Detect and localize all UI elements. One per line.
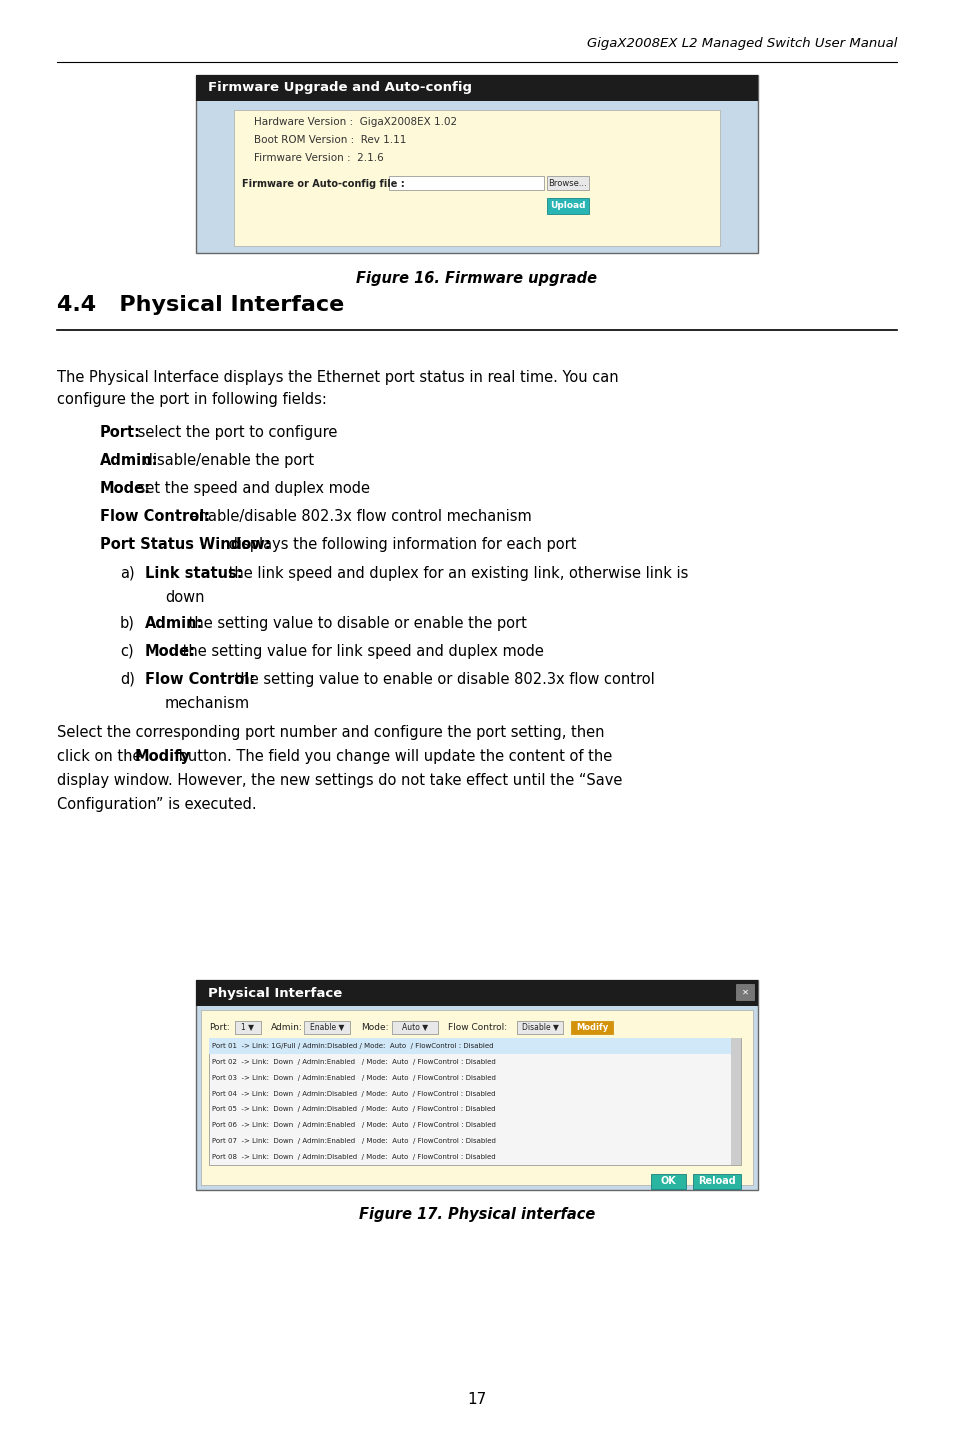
Bar	[571, 1021, 613, 1034]
Text: ✕: ✕	[740, 988, 748, 997]
Text: down: down	[165, 590, 204, 604]
Text: OK: OK	[659, 1176, 675, 1186]
Text: Port 03  -> Link:  Down  / Admin:Enabled   / Mode:  Auto  / FlowControl : Disabl: Port 03 -> Link: Down / Admin:Enabled / …	[212, 1074, 496, 1081]
Text: Port Status Window:: Port Status Window:	[100, 537, 271, 551]
Text: Disable ▼: Disable ▼	[521, 1022, 558, 1031]
Text: Modify: Modify	[135, 749, 191, 765]
Text: Flow Control:: Flow Control:	[448, 1024, 507, 1032]
Text: display window. However, the new settings do not take effect until the “Save: display window. However, the new setting…	[57, 773, 621, 788]
Text: d): d)	[120, 672, 134, 687]
Text: Port 05  -> Link:  Down  / Admin:Disabled  / Mode:  Auto  / FlowControl : Disabl: Port 05 -> Link: Down / Admin:Disabled /…	[212, 1107, 495, 1113]
Text: enable/disable 802.3x flow control mechanism: enable/disable 802.3x flow control mecha…	[185, 508, 532, 524]
Bar	[730, 1038, 740, 1166]
Text: set the speed and duplex mode: set the speed and duplex mode	[132, 481, 370, 495]
Text: Mode:: Mode:	[145, 644, 195, 659]
Text: Admin:: Admin:	[145, 616, 203, 632]
Text: Physical Interface: Physical Interface	[208, 987, 342, 1000]
Text: Firmware Version :  2.1.6: Firmware Version : 2.1.6	[253, 153, 383, 163]
Text: Mode:: Mode:	[360, 1024, 388, 1032]
Bar	[304, 1021, 350, 1034]
Text: b): b)	[120, 616, 134, 632]
Text: Port:: Port:	[100, 425, 141, 440]
Text: the setting value to enable or disable 802.3x flow control: the setting value to enable or disable 8…	[230, 672, 654, 687]
Text: Port 04  -> Link:  Down  / Admin:Disabled  / Mode:  Auto  / FlowControl : Disabl: Port 04 -> Link: Down / Admin:Disabled /…	[212, 1091, 495, 1097]
Text: Firmware or Auto-config file :: Firmware or Auto-config file :	[242, 179, 404, 189]
Text: Port 08  -> Link:  Down  / Admin:Disabled  / Mode:  Auto  / FlowControl : Disabl: Port 08 -> Link: Down / Admin:Disabled /…	[212, 1154, 496, 1160]
Text: displays the following information for each port: displays the following information for e…	[224, 537, 577, 551]
Text: Port 07  -> Link:  Down  / Admin:Enabled   / Mode:  Auto  / FlowControl : Disabl: Port 07 -> Link: Down / Admin:Enabled / …	[212, 1138, 496, 1144]
Text: the setting value for link speed and duplex mode: the setting value for link speed and dup…	[177, 644, 543, 659]
Bar	[209, 1038, 730, 1054]
Text: Enable ▼: Enable ▼	[310, 1022, 344, 1031]
Text: 17: 17	[467, 1392, 486, 1408]
Text: Link status:: Link status:	[145, 566, 242, 581]
Bar	[209, 1038, 740, 1166]
Text: Configuration” is executed.: Configuration” is executed.	[57, 798, 256, 812]
Text: Hardware Version :  GigaX2008EX 1.02: Hardware Version : GigaX2008EX 1.02	[253, 117, 456, 127]
Text: 4.4   Physical Interface: 4.4 Physical Interface	[57, 295, 344, 315]
Bar	[195, 979, 758, 1190]
Text: c): c)	[120, 644, 133, 659]
Text: configure the port in following fields:: configure the port in following fields:	[57, 392, 327, 407]
Text: click on the: click on the	[57, 749, 146, 765]
Text: disable/enable the port: disable/enable the port	[139, 453, 314, 468]
Bar	[517, 1021, 562, 1034]
Text: 1 ▼: 1 ▼	[241, 1022, 254, 1031]
Bar	[546, 198, 588, 213]
Text: the link speed and duplex for an existing link, otherwise link is: the link speed and duplex for an existin…	[223, 566, 687, 581]
Text: Flow Control:: Flow Control:	[100, 508, 210, 524]
Text: Select the corresponding port number and configure the port setting, then: Select the corresponding port number and…	[57, 725, 604, 740]
Text: The Physical Interface displays the Ethernet port status in real time. You can: The Physical Interface displays the Ethe…	[57, 369, 618, 385]
Bar	[234, 1021, 261, 1034]
Text: Port:: Port:	[209, 1024, 230, 1032]
Text: Port 02  -> Link:  Down  / Admin:Enabled   / Mode:  Auto  / FlowControl : Disabl: Port 02 -> Link: Down / Admin:Enabled / …	[212, 1058, 496, 1065]
Bar	[233, 110, 720, 246]
Text: GigaX2008EX L2 Managed Switch User Manual: GigaX2008EX L2 Managed Switch User Manua…	[586, 37, 896, 50]
Text: Mode:: Mode:	[100, 481, 151, 495]
Text: select the port to configure: select the port to configure	[132, 425, 336, 440]
Text: Port 01  -> Link: 1G/Full / Admin:Disabled / Mode:  Auto  / FlowControl : Disabl: Port 01 -> Link: 1G/Full / Admin:Disable…	[212, 1042, 493, 1048]
Bar	[392, 1021, 437, 1034]
Text: Modify: Modify	[576, 1022, 607, 1031]
Bar	[195, 74, 758, 102]
Bar	[389, 176, 543, 190]
Bar	[735, 984, 753, 1000]
Text: Flow Control:: Flow Control:	[145, 672, 254, 687]
Text: Firmware Upgrade and Auto-config: Firmware Upgrade and Auto-config	[208, 82, 472, 95]
Bar	[692, 1174, 740, 1189]
Text: button. The field you change will update the content of the: button. The field you change will update…	[174, 749, 612, 765]
Text: Figure 17. Physical interface: Figure 17. Physical interface	[358, 1207, 595, 1223]
Bar	[195, 979, 758, 1007]
Text: Auto ▼: Auto ▼	[401, 1022, 428, 1031]
Text: mechanism: mechanism	[165, 696, 250, 712]
Bar	[650, 1174, 685, 1189]
Text: Boot ROM Version :  Rev 1.11: Boot ROM Version : Rev 1.11	[253, 135, 406, 145]
Text: Reload: Reload	[698, 1176, 735, 1186]
Text: Admin:: Admin:	[100, 453, 158, 468]
Text: Port 06  -> Link:  Down  / Admin:Enabled   / Mode:  Auto  / FlowControl : Disabl: Port 06 -> Link: Down / Admin:Enabled / …	[212, 1123, 496, 1128]
Bar	[195, 74, 758, 253]
Text: the setting value to disable or enable the port: the setting value to disable or enable t…	[184, 616, 527, 632]
Bar	[546, 176, 588, 190]
Text: Admin:: Admin:	[271, 1024, 302, 1032]
Text: Browse...: Browse...	[548, 179, 587, 188]
Bar	[201, 1010, 752, 1186]
Text: Figure 16. Firmware upgrade: Figure 16. Firmware upgrade	[356, 271, 597, 285]
Text: a): a)	[120, 566, 134, 581]
Text: Upload: Upload	[550, 202, 585, 211]
